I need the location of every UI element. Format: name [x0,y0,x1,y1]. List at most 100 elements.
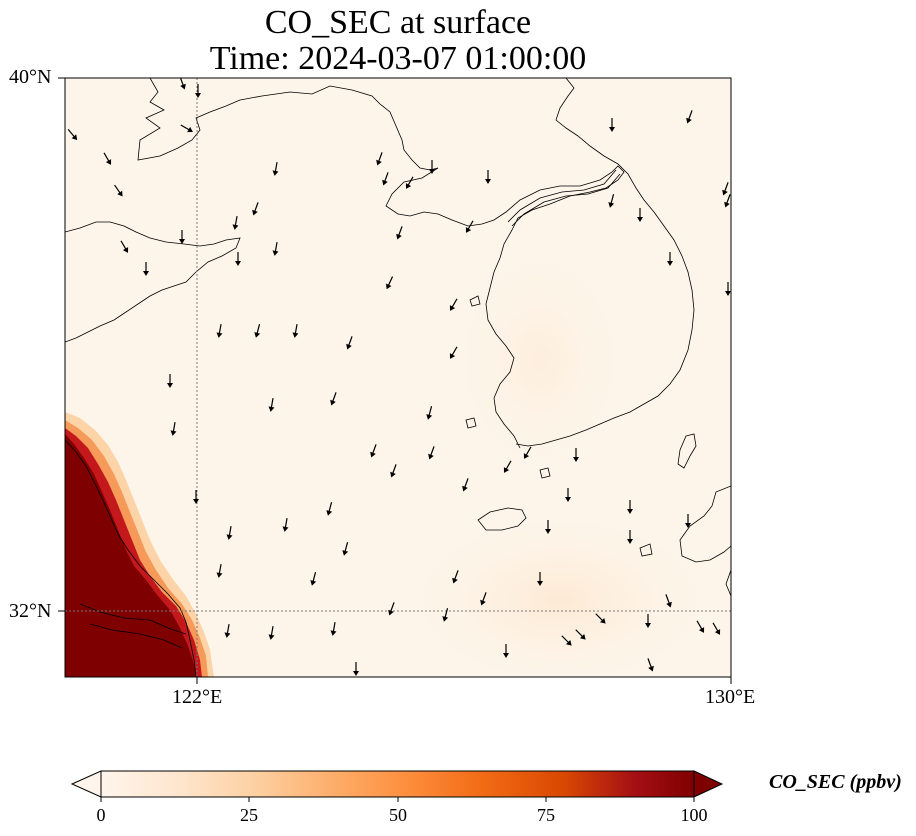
wind-arrow [545,520,551,534]
wind-arrow [627,500,633,514]
wind-arrow [310,572,317,586]
wind-arrow [667,252,673,266]
colorbar-title: CO_SEC (ppbv) [769,771,902,793]
wind-arrow [386,276,394,290]
wind-arrow [254,324,261,338]
wind-arrow [103,152,112,165]
lat-label-32n: 32°N [9,600,52,622]
wind-arrow [120,240,129,253]
wind-arrow [645,614,651,628]
wind-arrow [376,152,383,166]
map-title: CO_SEC at surface [264,4,532,41]
wind-arrow [382,172,389,186]
wind-arrow [342,542,349,556]
gridlines [65,78,731,677]
wind-arrow [685,514,691,528]
wind-arrow [179,230,185,244]
wind-arrow [465,220,474,233]
wind-arrow [627,530,633,544]
wind-arrow [268,397,275,412]
colorbar-tick-label: 75 [537,805,555,825]
wind-arrow [216,563,223,578]
wind-arrow [195,84,201,98]
axis-ticks [58,77,732,684]
wind-arrow [429,160,435,174]
wind-vectors [67,78,731,676]
wind-arrow [232,215,239,230]
wind-arrow [647,658,654,672]
wind-arrow [67,129,78,141]
colorbar-extend-max [693,770,724,798]
wind-arrow [346,336,353,350]
wind-arrow [725,282,731,296]
colorbar-gradient [100,770,695,798]
wind-arrow [442,608,449,622]
concentration-field [65,78,731,677]
wind-arrow [696,620,705,633]
wind-arrow [595,613,606,624]
wind-arrow [353,662,359,676]
wind-arrow [272,241,279,256]
wind-arrow [609,118,615,132]
wind-arrow [330,621,337,636]
wind-arrow [449,298,458,311]
wind-arrow [537,572,543,586]
wind-arrow [235,252,241,266]
wind-arrow [573,448,579,462]
lat-label-40n: 40°N [9,66,52,88]
wind-arrow [480,592,487,606]
wind-arrow [226,525,233,540]
wind-arrow [724,194,731,208]
wind-arrow [193,490,199,504]
wind-arrow [282,517,289,532]
wind-arrow [428,446,435,460]
wind-arrow [370,444,377,458]
colorbar-tick-label: 50 [389,805,407,825]
wind-arrow [637,208,643,222]
map-subtitle-time: Time: 2024-03-07 01:00:00 [209,40,587,77]
wind-arrow [485,170,491,184]
wind-arrow [292,323,299,338]
wind-arrow [575,629,586,640]
wind-arrow [268,625,275,640]
wind-arrow [712,622,721,635]
colorbar-extend-min [70,770,102,798]
colorbar [70,770,724,802]
wind-arrow [449,346,458,359]
wind-arrow [462,478,469,492]
wind-arrow [390,464,397,478]
wind-arrow [426,406,433,420]
wind-arrow [608,194,615,208]
wind-arrow [503,644,509,658]
wind-arrow [722,182,729,196]
wind-arrow [523,446,532,459]
wind-arrow [396,226,403,240]
map-frame [64,77,732,678]
wind-arrow [114,184,123,197]
lon-label-122e: 122°E [172,686,223,708]
colorbar-tick-label: 0 [96,805,106,825]
coastlines [65,78,731,677]
lon-label-130e: 130°E [705,686,756,708]
plume-core [65,434,196,677]
wind-arrow [170,421,177,436]
colorbar-tick-label: 100 [680,805,708,825]
wind-arrow [561,635,572,646]
wind-arrow [143,262,149,276]
wind-arrow [180,124,193,133]
wind-arrow [224,623,231,638]
wind-arrow [405,176,414,189]
wind-arrow [326,502,333,516]
colorbar-tick-label: 25 [240,805,258,825]
wind-arrow [330,392,337,406]
wind-arrow [216,323,223,338]
wind-arrow [565,488,571,502]
wind-arrow [452,570,459,584]
wind-arrow [503,460,512,473]
wind-arrow [272,161,279,176]
wind-arrow [686,110,693,124]
wind-arrow [167,374,173,388]
wind-arrow [252,202,259,216]
wind-arrow [388,602,395,616]
